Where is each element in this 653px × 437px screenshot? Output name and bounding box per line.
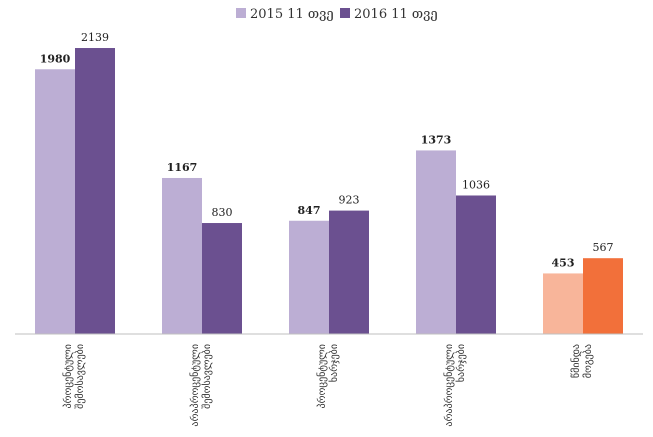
- value-labels-layer: 1980 2139 1167 830 847 923 1373 1036 453 567: [40, 31, 614, 269]
- bar-s0-c0: [35, 69, 75, 335]
- bar-s1-c2: [329, 210, 369, 334]
- category-label-c3-l0: არაპროცენტული: [443, 344, 455, 427]
- value-label-s1-c4: 567: [593, 241, 614, 254]
- legend: 2015 11 თვე 2016 11 თვე: [236, 7, 438, 22]
- value-label-s1-c2: 923: [339, 194, 360, 207]
- value-label-s1-c0: 2139: [81, 31, 109, 44]
- bar-s1-c3: [456, 195, 496, 334]
- value-label-s0-c4: 453: [552, 256, 575, 269]
- category-labels-layer: პროცენტული შემოსავლები არაპროცენტული შემოსა…: [62, 344, 594, 427]
- bar-s0-c1: [162, 177, 202, 334]
- value-label-s1-c1: 830: [212, 206, 233, 219]
- category-label-c3-l1: ხარჯები: [455, 344, 467, 382]
- category-label-c0-l0: პროცენტული: [62, 344, 74, 409]
- category-label-c1-l1: შემოსავლები: [201, 344, 213, 409]
- legend-swatch-1: [340, 8, 350, 18]
- bar-s1-c4: [583, 258, 623, 334]
- value-label-s0-c3: 1373: [421, 133, 452, 146]
- category-label-c2-l0: პროცენტული: [316, 344, 328, 409]
- category-label-c1-l0: არაპროცენტული: [189, 344, 201, 427]
- bar-s1-c0: [75, 48, 115, 335]
- bars-layer: [35, 48, 623, 335]
- category-label-c0-l1: შემოსავლები: [74, 344, 86, 409]
- legend-label-1: 2016 11 თვე: [354, 7, 438, 22]
- bar-s0-c3: [416, 150, 456, 334]
- category-label-c4-l0: წმინდა: [570, 344, 582, 378]
- legend-label-0: 2015 11 თვე: [250, 7, 334, 22]
- value-label-s1-c3: 1036: [462, 178, 490, 191]
- legend-swatch-0: [236, 8, 246, 18]
- bar-s0-c4: [543, 273, 583, 334]
- category-label-c2-l1: ხარჯები: [328, 344, 340, 382]
- bar-s0-c2: [289, 220, 329, 334]
- value-label-s0-c0: 1980: [40, 52, 71, 65]
- category-label-c4-l1: მოგება: [582, 344, 594, 378]
- value-label-s0-c2: 847: [298, 204, 321, 217]
- value-label-s0-c1: 1167: [167, 161, 198, 174]
- bar-s1-c1: [202, 223, 242, 334]
